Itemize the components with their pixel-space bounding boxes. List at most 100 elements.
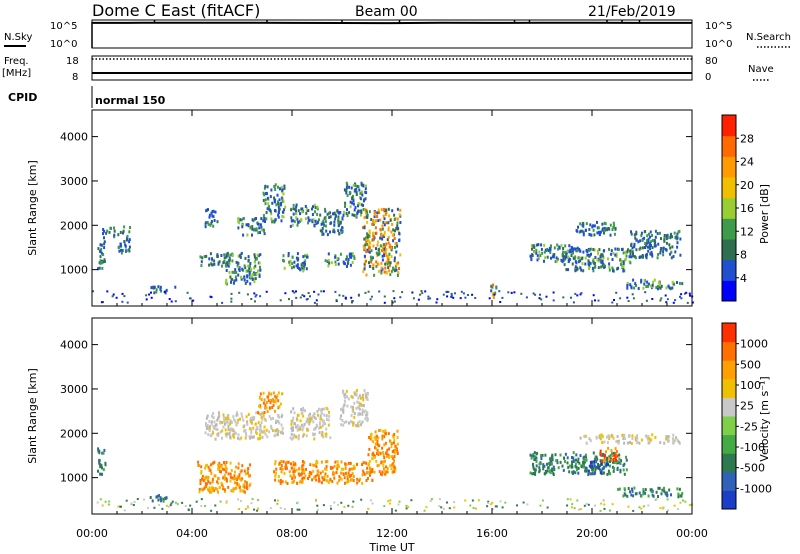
- velocity-echo: [351, 409, 354, 413]
- power-echo: [231, 277, 233, 281]
- power-clutter: [420, 290, 423, 292]
- power-echo: [600, 260, 603, 264]
- power-echo: [564, 244, 567, 248]
- velocity-echo: [312, 420, 315, 424]
- freq-panel: Freq. [MHz] 18 8 80 0 Nave: [2, 55, 774, 83]
- velocity-echo: [344, 481, 346, 485]
- velocity-echo: [588, 464, 591, 468]
- power-echo: [248, 270, 251, 274]
- velocity-echo: [585, 455, 588, 459]
- power-echo: [296, 263, 299, 267]
- velocity-echo: [357, 401, 360, 405]
- power-clutter: [295, 290, 297, 293]
- power-echo: [651, 246, 654, 250]
- power-echo: [221, 264, 223, 268]
- power-echo: [603, 263, 606, 267]
- power-echo: [626, 281, 629, 285]
- power-echo: [658, 231, 661, 235]
- velocity-echo: [217, 432, 220, 436]
- power-echo: [265, 217, 268, 221]
- velocity-echo: [632, 494, 635, 498]
- velocity-echo: [209, 434, 212, 438]
- power-echo: [262, 219, 265, 223]
- velocity-echo: [326, 479, 329, 483]
- velocity-echo: [677, 492, 680, 496]
- power-echo: [311, 207, 313, 211]
- velocity-echo: [211, 480, 214, 484]
- power-clutter: [335, 299, 338, 302]
- velocity-echo: [359, 477, 362, 481]
- velocity-echo: [603, 455, 606, 459]
- power-colorbar-seg-5: [722, 177, 736, 199]
- power-clutter: [631, 293, 634, 296]
- power-echo: [366, 213, 369, 217]
- power-echo: [602, 256, 605, 260]
- velocity-echo: [352, 467, 355, 471]
- velocity-echo: [634, 436, 637, 440]
- power-echo: [646, 284, 649, 288]
- velocity-echo: [207, 433, 210, 437]
- power-echo: [118, 249, 121, 253]
- velocity-echo: [618, 453, 621, 457]
- velocity-echo: [274, 395, 277, 399]
- power-echo: [372, 238, 375, 242]
- velocity-echo: [625, 458, 628, 462]
- velocity-clutter: [442, 507, 445, 510]
- power-echo: [592, 248, 595, 251]
- power-echo: [279, 187, 281, 191]
- power-echo: [292, 219, 295, 223]
- velocity-echo: [296, 428, 299, 432]
- power-echo: [295, 216, 298, 220]
- velocity-echo: [275, 471, 277, 475]
- power-echo: [348, 191, 351, 195]
- velocity-echo: [346, 395, 348, 399]
- power-echo: [663, 238, 666, 241]
- power-echo: [372, 218, 375, 222]
- nsky-left-tick-bottom: 10^0: [50, 39, 77, 50]
- power-echo: [232, 281, 235, 285]
- velocity-colorbar-frame: [721, 322, 737, 510]
- power-echo: [334, 260, 337, 264]
- power-echo: [643, 282, 646, 286]
- power-clutter: [493, 293, 496, 296]
- velocity-echo: [535, 459, 538, 463]
- velocity-echo: [375, 459, 378, 463]
- power-echo: [126, 236, 129, 240]
- power-echo: [543, 250, 546, 254]
- power-clutter: [499, 301, 502, 303]
- power-echo: [303, 264, 306, 268]
- power-clutter: [378, 290, 381, 293]
- power-echo: [350, 252, 353, 256]
- velocity-echo: [650, 488, 653, 492]
- power-echo: [377, 248, 380, 252]
- velocity-echo: [227, 417, 230, 420]
- velocity-echo: [212, 461, 215, 465]
- velocity-echo: [391, 455, 394, 459]
- power-echo: [676, 236, 679, 240]
- velocity-colorbar-seg-8: [722, 341, 736, 361]
- velocity-clutter: [195, 500, 198, 503]
- velocity-echo: [259, 405, 262, 409]
- velocity-echo: [230, 468, 233, 472]
- power-echo: [577, 225, 579, 229]
- power-echo: [264, 198, 267, 202]
- power-echo: [341, 226, 344, 230]
- velocity-echo: [300, 473, 303, 477]
- x-axis-label: Time UT: [368, 541, 414, 554]
- velocity-echo: [313, 432, 316, 436]
- power-echo: [368, 210, 371, 214]
- velocity-echo: [237, 433, 240, 437]
- velocity-echo: [257, 437, 260, 441]
- velocity-echo: [357, 424, 360, 428]
- power-clutter: [442, 293, 445, 296]
- power-echo: [103, 236, 105, 240]
- velocity-echo: [371, 470, 374, 473]
- power-echo: [395, 263, 398, 267]
- power-echo: [600, 265, 602, 269]
- velocity-echo: [393, 455, 396, 458]
- power-echo: [344, 205, 346, 208]
- velocity-echo: [261, 435, 264, 439]
- velocity-echo: [538, 468, 541, 472]
- power-echo: [389, 218, 392, 222]
